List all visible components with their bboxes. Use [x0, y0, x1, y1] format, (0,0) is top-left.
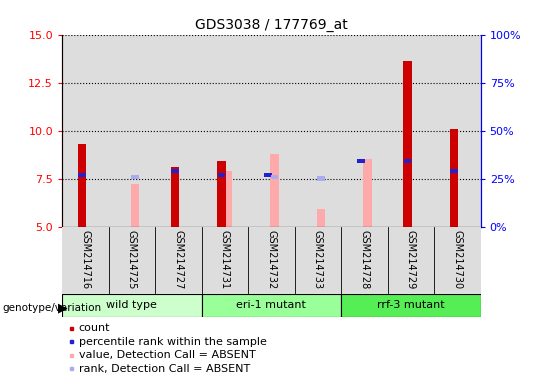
Bar	[155, 227, 201, 294]
Bar	[109, 227, 155, 294]
Bar	[62, 294, 201, 317]
Bar	[131, 175, 139, 179]
Bar	[248, 227, 295, 294]
Bar	[450, 169, 458, 173]
Bar	[363, 159, 372, 227]
Bar	[265, 173, 272, 177]
Bar	[218, 161, 226, 227]
Text: genotype/variation: genotype/variation	[3, 303, 102, 313]
Bar	[201, 294, 341, 317]
Text: ▶: ▶	[58, 301, 68, 314]
Bar	[271, 175, 278, 179]
Bar	[131, 184, 139, 227]
Bar	[295, 227, 341, 294]
Bar	[434, 35, 481, 227]
Title: GDS3038 / 177769_at: GDS3038 / 177769_at	[195, 18, 348, 32]
Text: GSM214732: GSM214732	[266, 230, 276, 289]
Bar	[341, 294, 481, 317]
Bar	[295, 35, 341, 227]
Text: GSM214729: GSM214729	[406, 230, 416, 289]
Text: GSM214727: GSM214727	[173, 230, 184, 289]
Bar	[155, 35, 201, 227]
Bar	[388, 35, 434, 227]
Text: GSM214733: GSM214733	[313, 230, 323, 289]
Text: GSM214731: GSM214731	[220, 230, 230, 289]
Text: wild type: wild type	[106, 300, 157, 310]
Bar	[341, 35, 388, 227]
Bar	[78, 144, 86, 227]
Bar	[109, 35, 155, 227]
Bar	[404, 159, 411, 164]
Text: percentile rank within the sample: percentile rank within the sample	[79, 337, 267, 347]
Bar	[62, 227, 109, 294]
Bar	[341, 227, 388, 294]
Bar	[317, 209, 325, 227]
Bar	[434, 227, 481, 294]
Bar	[62, 35, 109, 227]
Bar	[318, 177, 325, 181]
Bar	[171, 169, 179, 173]
Text: count: count	[79, 323, 110, 333]
Bar	[357, 159, 365, 164]
Text: rrf-3 mutant: rrf-3 mutant	[377, 300, 444, 310]
Bar	[201, 227, 248, 294]
Text: eri-1 mutant: eri-1 mutant	[237, 300, 306, 310]
Bar	[388, 227, 434, 294]
Bar	[218, 173, 225, 177]
Text: GSM214716: GSM214716	[80, 230, 90, 289]
Bar	[403, 61, 412, 227]
Text: value, Detection Call = ABSENT: value, Detection Call = ABSENT	[79, 350, 255, 360]
Bar	[224, 171, 232, 227]
Text: GSM214725: GSM214725	[127, 230, 137, 289]
Bar	[248, 35, 295, 227]
Bar	[201, 35, 248, 227]
Text: GSM214728: GSM214728	[359, 230, 369, 289]
Bar	[450, 129, 458, 227]
Text: GSM214730: GSM214730	[453, 230, 462, 289]
Bar	[171, 167, 179, 227]
Bar	[78, 173, 86, 177]
Bar	[271, 154, 279, 227]
Text: rank, Detection Call = ABSENT: rank, Detection Call = ABSENT	[79, 364, 250, 374]
